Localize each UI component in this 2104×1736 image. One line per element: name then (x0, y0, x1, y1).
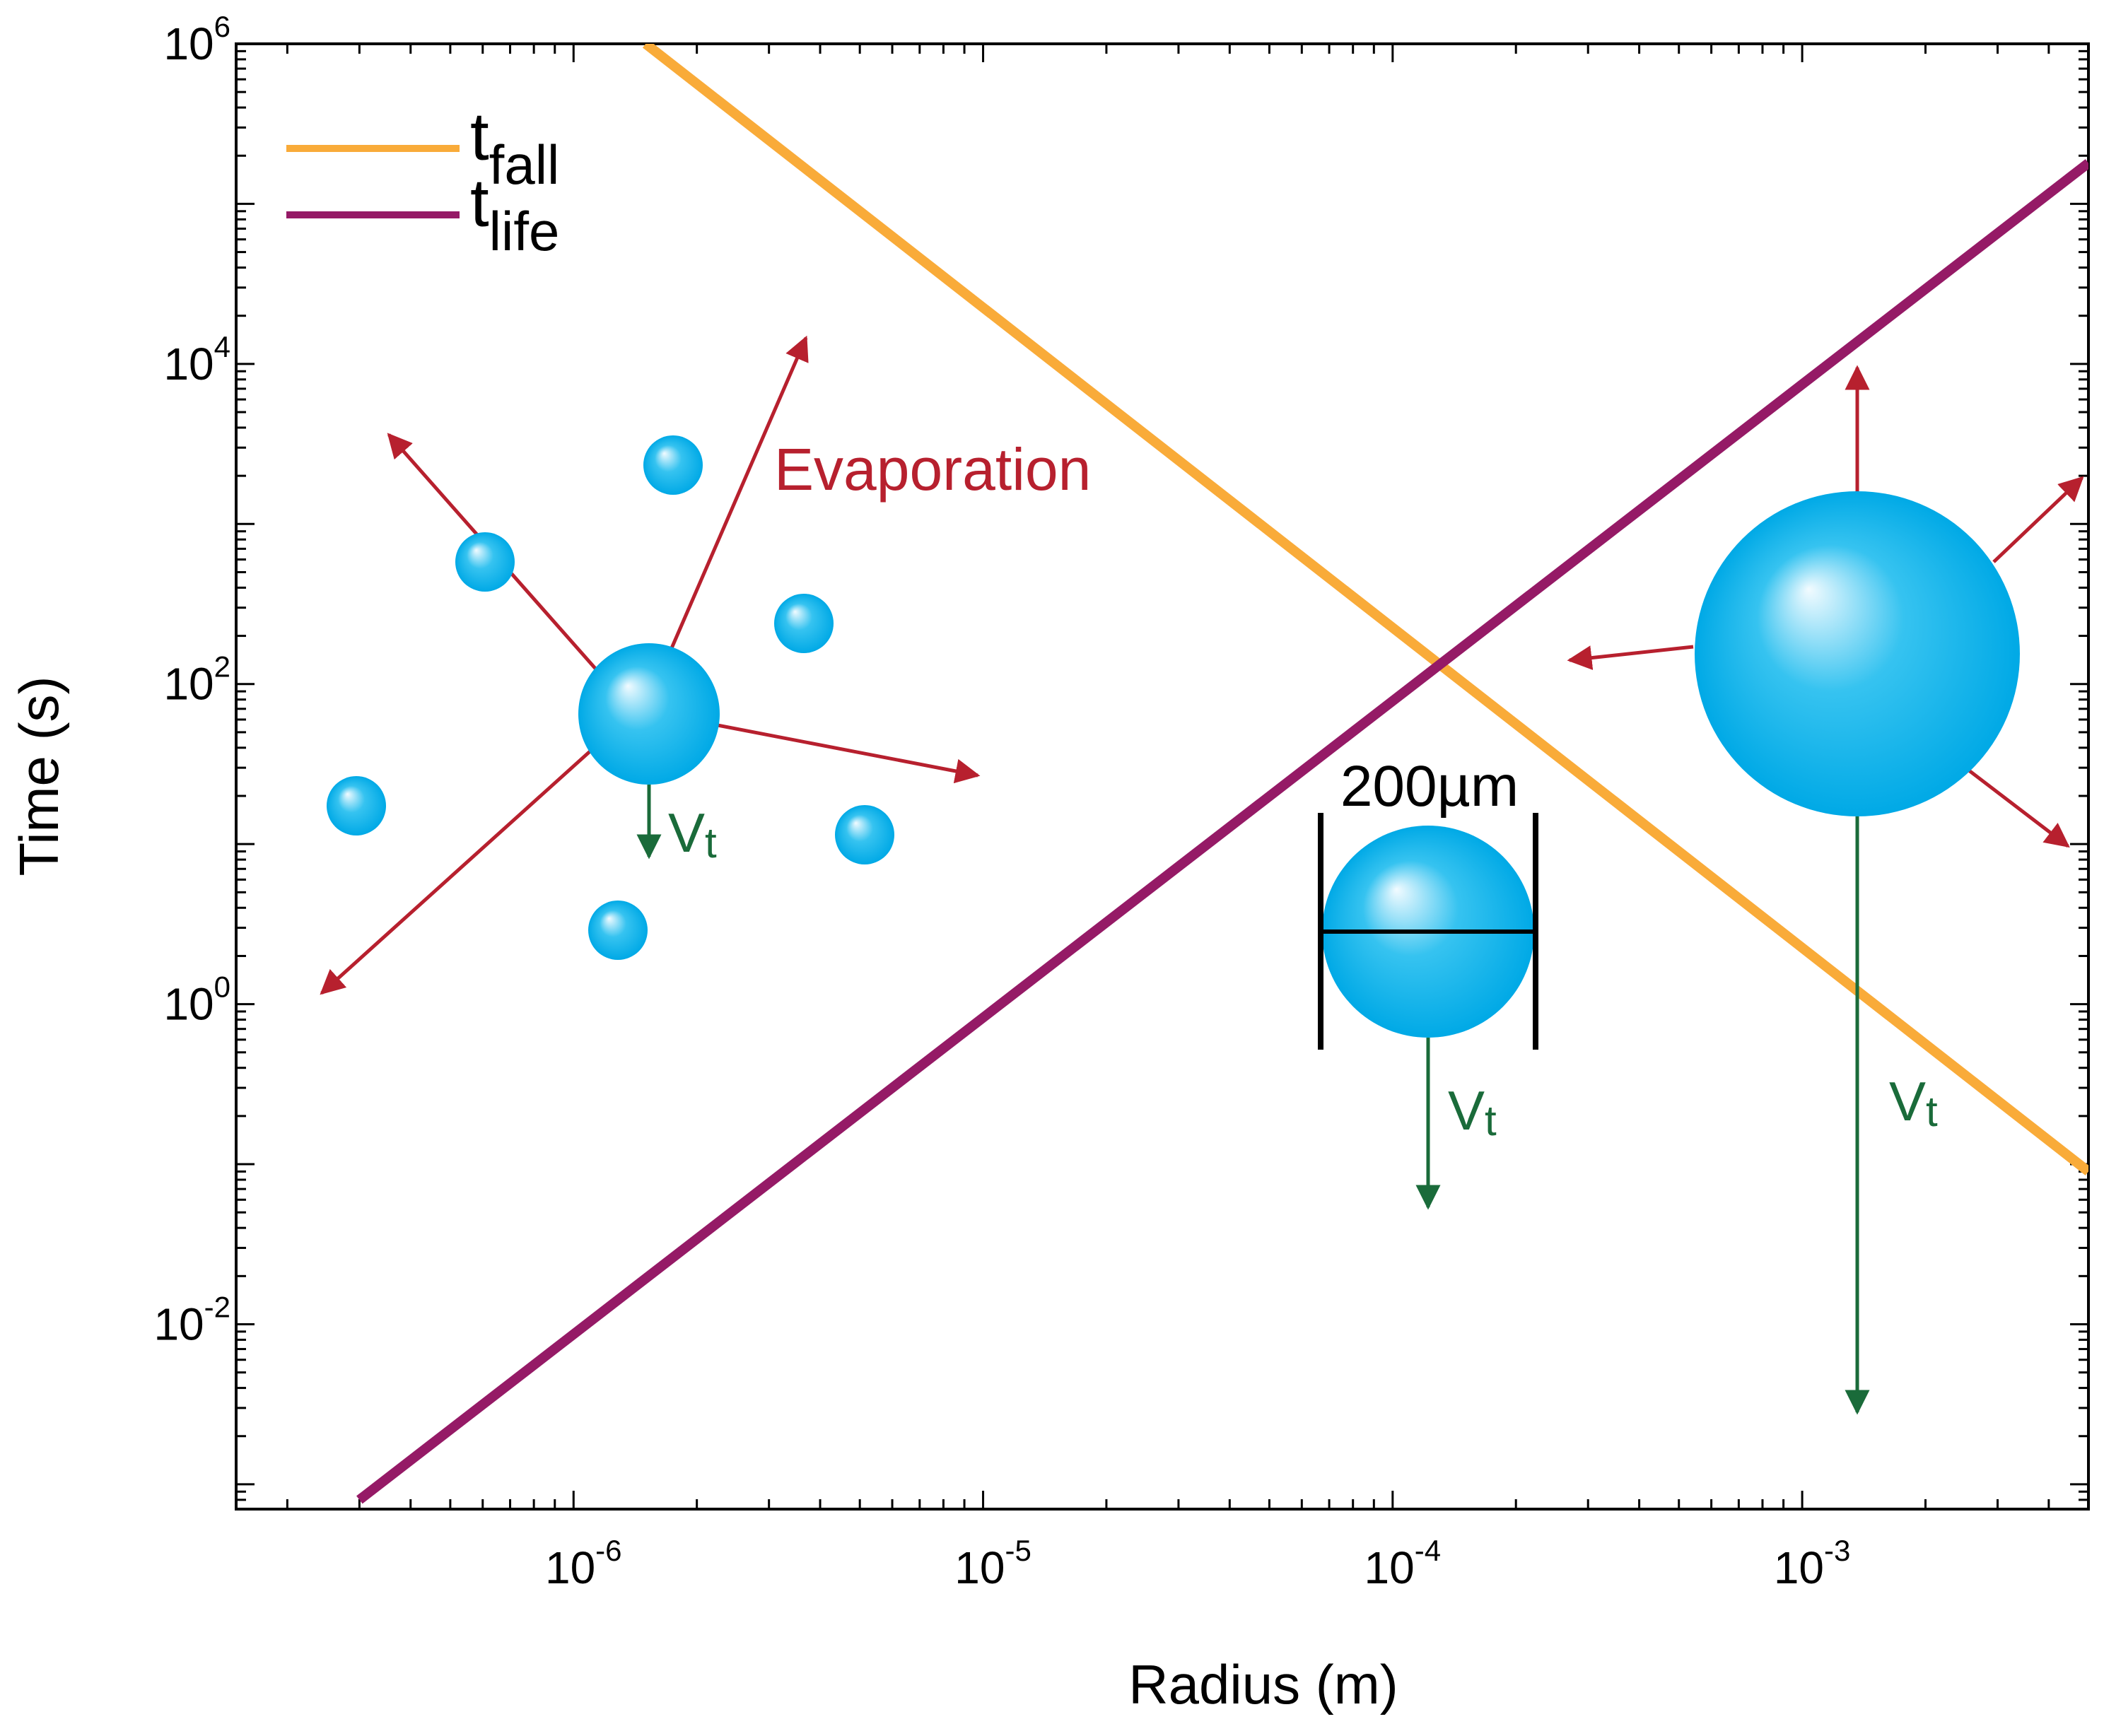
y-tick-label: 10-2 (153, 1290, 230, 1349)
plot-frame (235, 42, 2090, 1511)
evaporation-arrow (662, 335, 809, 665)
droplet (455, 532, 515, 592)
evaporation-arrow (320, 734, 609, 995)
droplet (643, 435, 703, 495)
droplet (835, 805, 894, 864)
evaporation-arrows-small (320, 335, 981, 995)
droplet (588, 901, 648, 960)
legend-label-t-life: tlife (470, 165, 559, 262)
x-axis-label: Radius (m) (1128, 1653, 1398, 1716)
evaporation-arrow (713, 722, 981, 784)
x-tick-label: 10-3 (1774, 1534, 1851, 1593)
evaporation-arrow (1968, 769, 2070, 848)
large-droplet-group: Vt (1567, 365, 2084, 1415)
velocity-label-small: Vt (668, 802, 717, 867)
droplet (578, 643, 720, 785)
x-tick-labels: 10-6 10-5 10-4 10-3 (545, 1534, 1850, 1593)
y-tick-label: 106 (163, 10, 230, 69)
medium-droplet-group: 200µm Vt (1318, 754, 1538, 1210)
velocity-label-medium: Vt (1448, 1079, 1497, 1144)
y-tick-labels: 10-2 100 102 104 106 (153, 10, 230, 1349)
x-tick-label: 10-5 (954, 1534, 1031, 1593)
x-tick-label: 10-6 (545, 1534, 622, 1593)
evaporation-arrows-large (1567, 365, 2084, 848)
droplet-large (1695, 491, 2020, 816)
velocity-label-large: Vt (1889, 1070, 1938, 1135)
droplet (774, 594, 834, 653)
small-droplets (327, 435, 894, 960)
y-tick-label: 100 (163, 970, 230, 1030)
evaporation-arrow (1992, 476, 2084, 563)
evaporation-label: Evaporation (774, 436, 1091, 503)
diameter-label: 200µm (1340, 754, 1519, 819)
y-tick-label: 102 (163, 650, 230, 710)
evaporation-arrow (1567, 645, 1694, 670)
series-line-t-fall (642, 44, 2088, 1175)
legend: tfall tlife (286, 99, 559, 262)
y-axis-label: Time (s) (8, 676, 70, 876)
series-line-t-life (356, 159, 2088, 1504)
legend-label-t-fall: tfall (470, 99, 559, 196)
x-tick-label: 10-4 (1364, 1534, 1442, 1593)
droplet (327, 776, 386, 835)
y-tick-label: 104 (163, 330, 230, 389)
